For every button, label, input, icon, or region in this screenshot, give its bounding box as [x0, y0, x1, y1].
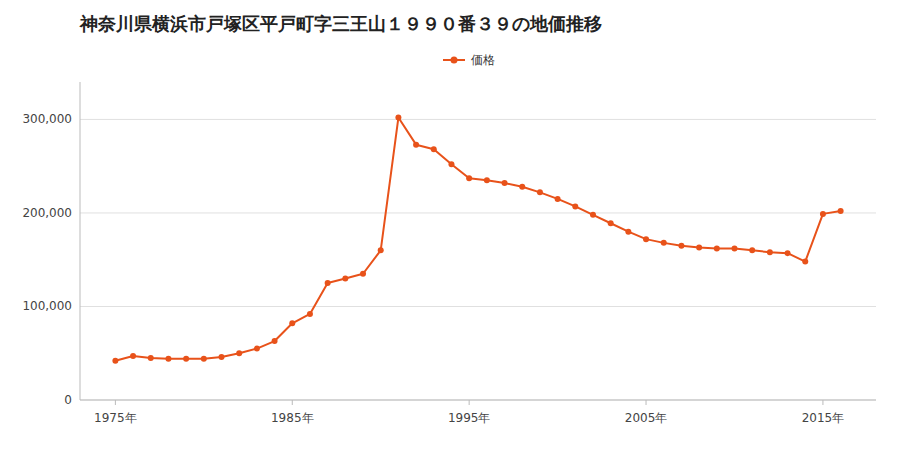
point [254, 346, 260, 352]
point [767, 249, 773, 255]
point [785, 250, 791, 256]
point [219, 354, 225, 360]
y-tick-label: 300,000 [22, 112, 72, 126]
point [802, 259, 808, 265]
x-tick-label: 1995年 [448, 411, 491, 425]
point [714, 245, 720, 251]
line [115, 118, 840, 361]
point [608, 220, 614, 226]
point [466, 175, 472, 181]
point [448, 161, 454, 167]
point [342, 275, 348, 281]
point [643, 236, 649, 242]
y-tick-label: 100,000 [22, 299, 72, 313]
y-axis-line [80, 82, 81, 400]
x-tick [292, 400, 293, 405]
x-tick [469, 400, 470, 405]
point [820, 211, 826, 217]
x-tick-label: 2015年 [802, 411, 845, 425]
background [0, 0, 900, 450]
chart: 神奈川県横浜市戸塚区平戸町字三王山１９９０番３９の地価推移 0 100,000 200… [0, 0, 900, 450]
x-axis-line [80, 400, 876, 401]
x-tick [822, 400, 823, 405]
point [696, 245, 702, 251]
point [307, 311, 313, 317]
grid-line [80, 212, 876, 213]
x-tick [115, 400, 116, 405]
point [112, 358, 118, 364]
point [289, 320, 295, 326]
point [537, 189, 543, 195]
point [148, 355, 154, 361]
x-tick-label: 2005年 [625, 411, 668, 425]
plot-area [112, 115, 843, 364]
point [555, 196, 561, 202]
point [838, 208, 844, 214]
point [749, 247, 755, 253]
y-tick-label: 0 [64, 393, 72, 407]
point [661, 240, 667, 246]
point [431, 146, 437, 152]
point [395, 115, 401, 121]
grid-line [80, 119, 876, 120]
point [325, 280, 331, 286]
point [572, 203, 578, 209]
point [678, 243, 684, 249]
point [272, 338, 278, 344]
point [201, 356, 207, 362]
title: 神奈川県横浜市戸塚区平戸町字三王山１９９０番３９の地価推移 [79, 13, 602, 34]
x-tick [646, 400, 647, 405]
point [484, 177, 490, 183]
point [236, 350, 242, 356]
grid-line [80, 400, 876, 401]
point [360, 271, 366, 277]
legend: 価格 [443, 53, 495, 67]
point [130, 353, 136, 359]
point [502, 180, 508, 186]
point [731, 245, 737, 251]
point [183, 356, 189, 362]
point [378, 247, 384, 253]
y-tick-label: 200,000 [22, 206, 72, 220]
point [519, 184, 525, 190]
legend-marker [451, 57, 458, 64]
point [590, 212, 596, 218]
x-tick-label: 1975年 [94, 411, 137, 425]
x-tick-label: 1985年 [271, 411, 314, 425]
legend-label: 価格 [471, 53, 495, 67]
point [165, 356, 171, 362]
point [413, 142, 419, 148]
point [625, 229, 631, 235]
grid-line [80, 306, 876, 307]
